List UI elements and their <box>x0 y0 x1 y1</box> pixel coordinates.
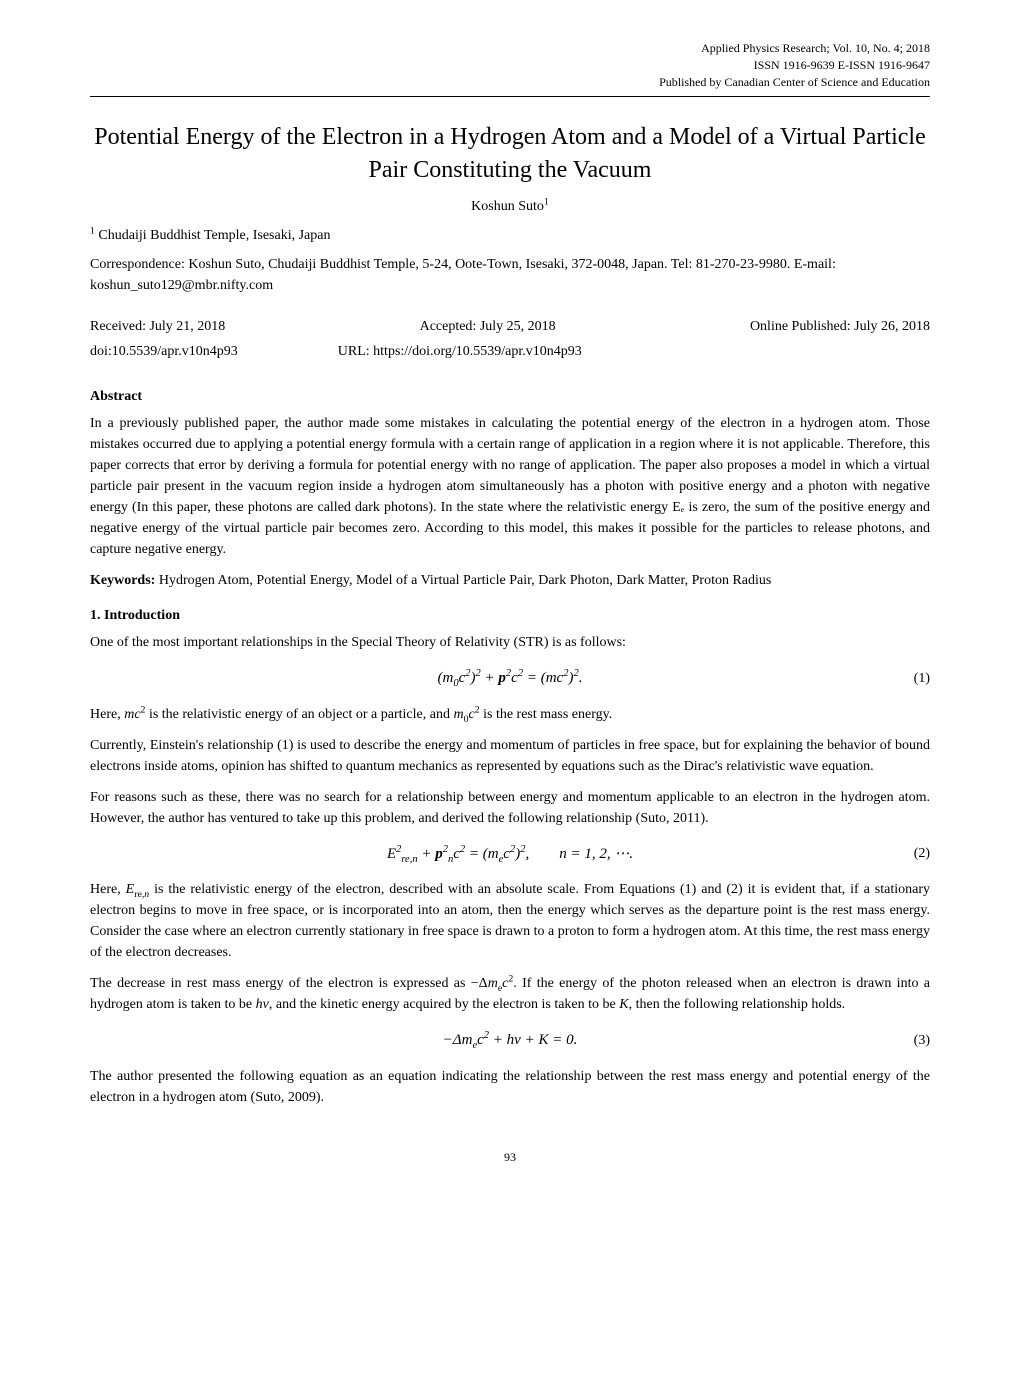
doi-row: doi:10.5539/apr.v10n4p93 URL: https://do… <box>90 341 930 362</box>
correspondence: Correspondence: Koshun Suto, Chudaiji Bu… <box>90 254 930 296</box>
equation-3-formula: −Δmec2 + hν + K = 0. <box>443 1029 578 1052</box>
author-sup: 1 <box>544 197 549 208</box>
equation-1-number: (1) <box>582 668 930 689</box>
equation-1-formula: (m0c2)2 + p2c2 = (mc2)2. <box>438 667 583 690</box>
abstract-heading: Abstract <box>90 386 930 407</box>
equation-2: E2re,n + p2nc2 = (mec2)2, n = 1, 2, ⋯. (… <box>90 843 930 866</box>
dates-row: Received: July 21, 2018 Accepted: July 2… <box>90 316 930 337</box>
header-divider <box>90 96 930 97</box>
page-number: 93 <box>90 1148 930 1166</box>
journal-header: Applied Physics Research; Vol. 10, No. 4… <box>90 40 930 90</box>
affiliation: 1 Chudaiji Buddhist Temple, Isesaki, Jap… <box>90 225 930 246</box>
published-date: Online Published: July 26, 2018 <box>750 316 930 337</box>
keywords-text: Hydrogen Atom, Potential Energy, Model o… <box>155 573 771 588</box>
abstract-body: In a previously published paper, the aut… <box>90 413 930 560</box>
issn-line: ISSN 1916-9639 E-ISSN 1916-9647 <box>90 57 930 74</box>
intro-p1: One of the most important relationships … <box>90 632 930 653</box>
introduction-heading: 1. Introduction <box>90 605 930 626</box>
equation-1: (m0c2)2 + p2c2 = (mc2)2. (1) <box>90 667 930 690</box>
intro-p6: The decrease in rest mass energy of the … <box>90 973 930 1015</box>
author-line: Koshun Suto1 <box>90 196 930 217</box>
publisher-line: Published by Canadian Center of Science … <box>90 74 930 91</box>
paper-title: Potential Energy of the Electron in a Hy… <box>90 121 930 186</box>
accepted-date: Accepted: July 25, 2018 <box>420 316 556 337</box>
equation-3: −Δmec2 + hν + K = 0. (3) <box>90 1029 930 1052</box>
intro-p7: The author presented the following equat… <box>90 1066 930 1108</box>
journal-line: Applied Physics Research; Vol. 10, No. 4… <box>90 40 930 57</box>
intro-p5: Here, Ere,n is the relativistic energy o… <box>90 879 930 963</box>
doi-url: URL: https://doi.org/10.5539/apr.v10n4p9… <box>338 341 582 362</box>
author-name: Koshun Suto <box>471 199 544 214</box>
affiliation-sup: 1 <box>90 226 95 237</box>
intro-p3: Currently, Einstein's relationship (1) i… <box>90 735 930 777</box>
equation-2-number: (2) <box>633 843 930 864</box>
received-date: Received: July 21, 2018 <box>90 316 225 337</box>
equation-2-formula: E2re,n + p2nc2 = (mec2)2, n = 1, 2, ⋯. <box>387 843 633 866</box>
doi: doi:10.5539/apr.v10n4p93 <box>90 341 238 362</box>
intro-p2: Here, mc2 is the relativistic energy of … <box>90 704 930 725</box>
equation-3-number: (3) <box>577 1030 930 1051</box>
affiliation-text: Chudaiji Buddhist Temple, Isesaki, Japan <box>98 228 330 243</box>
keywords: Keywords: Hydrogen Atom, Potential Energ… <box>90 570 930 591</box>
intro-p4: For reasons such as these, there was no … <box>90 787 930 829</box>
keywords-label: Keywords: <box>90 573 155 588</box>
